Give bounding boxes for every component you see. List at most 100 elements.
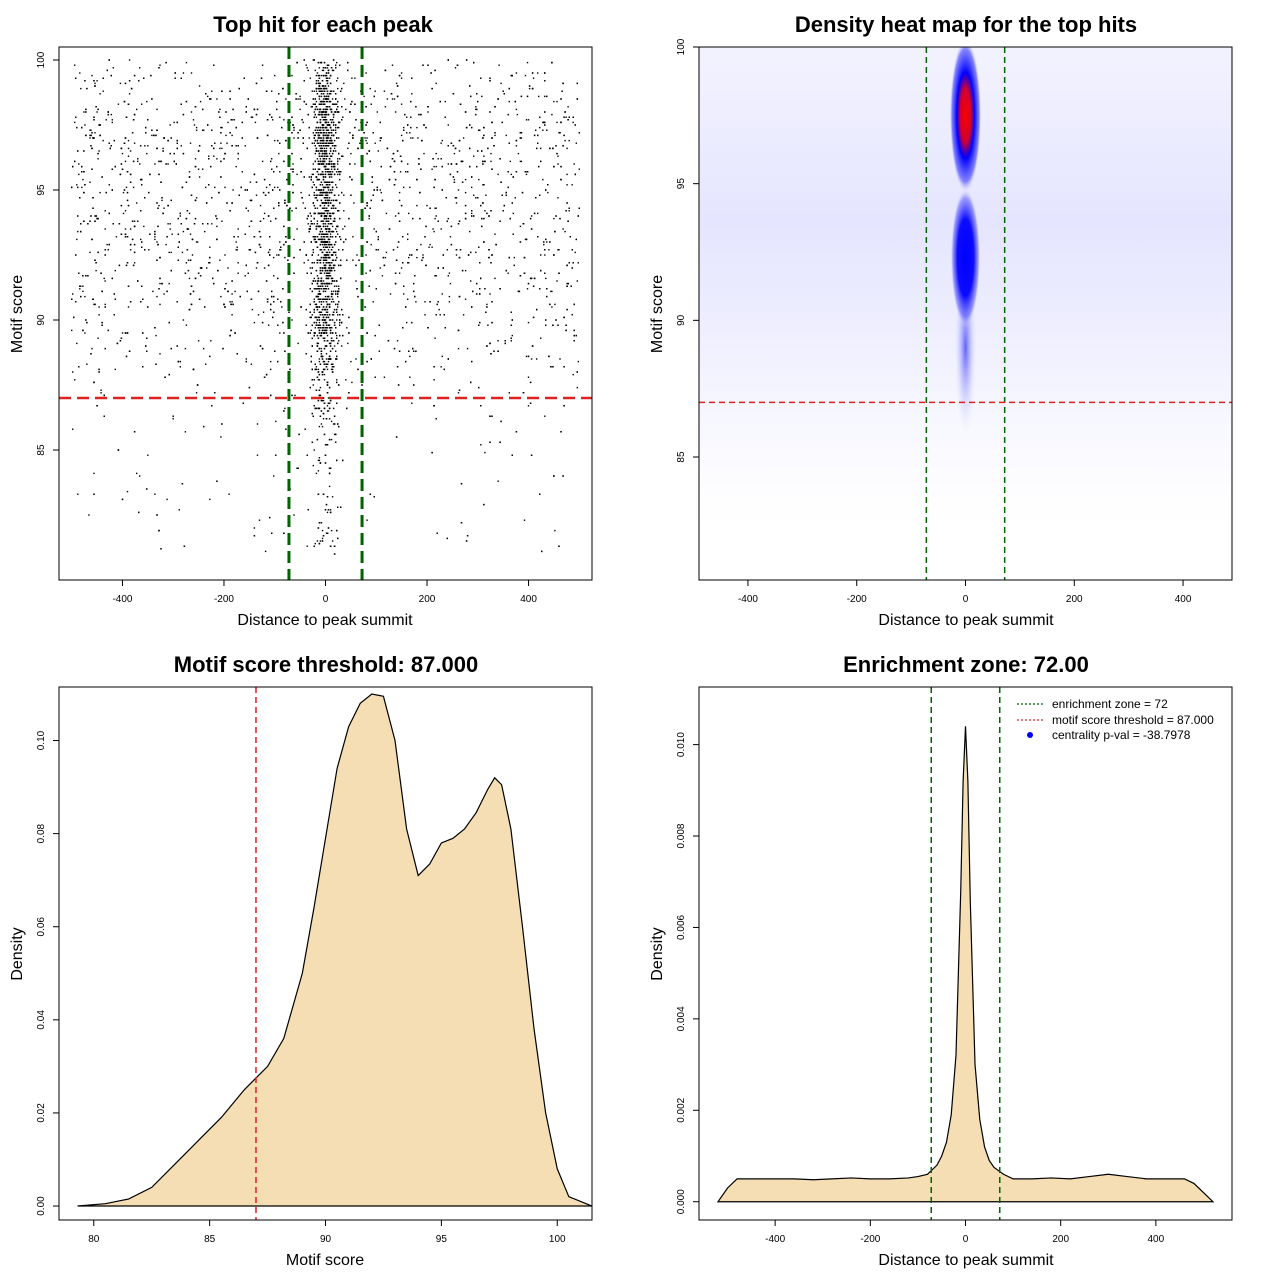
scatter-point [391, 98, 394, 100]
scatter-point [320, 249, 323, 251]
scatter-point [336, 80, 338, 82]
scatter-point [336, 334, 338, 337]
scatter-point [163, 293, 165, 295]
scatter-point [318, 87, 321, 90]
scatter-point [549, 241, 551, 243]
scatter-point [408, 212, 410, 215]
scatter-point [514, 197, 516, 199]
scatter-point [324, 152, 327, 155]
scatter-point [333, 321, 336, 324]
scatter-point [324, 67, 327, 69]
scatter-point [317, 74, 320, 77]
scatter-point [324, 462, 327, 464]
scatter-point [111, 121, 113, 124]
scatter-point [330, 129, 333, 131]
scatter-point [350, 360, 352, 363]
scatter-point [434, 207, 436, 209]
scatter-point [489, 111, 491, 113]
scatter-point [452, 176, 455, 178]
scatter-point [338, 425, 340, 428]
scatter-point [87, 275, 89, 277]
scatter-point [315, 147, 318, 150]
scatter-point [555, 319, 557, 321]
scatter-point [313, 223, 315, 225]
scatter-point [311, 223, 313, 225]
scatter-point [395, 436, 398, 438]
scatter-point [541, 550, 543, 553]
scatter-point [531, 72, 534, 74]
scatter-point [327, 295, 330, 298]
scatter-point [320, 303, 323, 306]
scatter-point [341, 191, 343, 194]
scatter-point [78, 173, 80, 176]
scatter-point [516, 113, 519, 116]
scatter-point [527, 282, 530, 285]
scatter-point [323, 212, 326, 215]
scatter-point [330, 199, 333, 202]
scatter-point [236, 246, 238, 248]
scatter-point [260, 77, 263, 79]
scatter-point [577, 262, 579, 264]
scatter-point [318, 155, 321, 157]
scatter-point [213, 155, 215, 157]
scatter-point [380, 191, 382, 194]
scatter-point [337, 100, 339, 103]
scatter-point [528, 87, 531, 90]
scatter-point [446, 537, 448, 540]
scatter-point [351, 100, 353, 103]
scatter-point [314, 332, 316, 334]
scatter-point [324, 246, 327, 248]
scatter-point [470, 280, 472, 282]
scatter-point [118, 223, 121, 225]
scatter-point [80, 87, 82, 90]
scatter-point [520, 137, 523, 139]
scatter-point [311, 173, 313, 176]
scatter-point [326, 145, 329, 147]
scatter-point [133, 243, 136, 246]
scatter-point [179, 215, 181, 217]
scatter-point [259, 345, 262, 347]
scatter-point [257, 314, 260, 316]
scatter-point [429, 207, 431, 209]
scatter-point [129, 301, 132, 303]
scatter-point [169, 228, 171, 230]
scatter-point [329, 189, 332, 191]
scatter-point [332, 103, 335, 105]
scatter-point [571, 267, 573, 269]
scatter-point [156, 259, 158, 261]
scatter-point [471, 212, 473, 215]
scatter-point [400, 134, 403, 137]
scatter-point [341, 308, 343, 311]
scatter-point [327, 98, 330, 100]
scatter-point [372, 132, 374, 134]
scatter-point [322, 212, 325, 215]
scatter-point [322, 126, 325, 129]
scatter-point [327, 132, 330, 134]
scatter-point [527, 405, 530, 407]
scatter-point [203, 129, 205, 131]
scatter-point [337, 168, 339, 170]
scatter-point [323, 113, 326, 116]
scatter-point [379, 121, 381, 124]
scatter-point [424, 314, 426, 316]
scatter-point [573, 329, 575, 332]
scatter-point [328, 176, 331, 178]
scatter-point [577, 360, 579, 363]
scatter-point [344, 225, 346, 228]
scatter-point [309, 332, 311, 334]
scatter-point [294, 394, 296, 397]
scatter-point [199, 100, 202, 103]
scatter-point [366, 519, 368, 521]
scatter-point [129, 181, 132, 183]
scatter-point [322, 69, 325, 72]
scatter-point [507, 186, 509, 189]
scatter-point [321, 233, 324, 235]
scatter-point [328, 358, 331, 360]
scatter-point [210, 340, 212, 342]
scatter-point [332, 407, 335, 410]
scatter-point [507, 272, 509, 274]
scatter-point [104, 280, 106, 282]
scatter-point [502, 210, 504, 212]
scatter-point [90, 215, 92, 217]
scatter-point [309, 288, 311, 290]
